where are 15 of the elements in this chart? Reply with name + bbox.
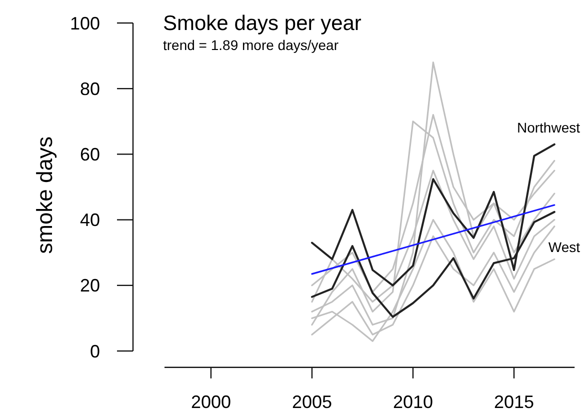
y-tick-label: 80 bbox=[80, 78, 100, 99]
y-tick-label: 0 bbox=[90, 341, 100, 362]
series-label: Northwest bbox=[516, 119, 580, 136]
x-tick-label: 2010 bbox=[392, 392, 434, 412]
y-tick-label: 40 bbox=[80, 210, 100, 230]
y-tick-label: 100 bbox=[70, 13, 100, 34]
x-tick-label: 2005 bbox=[292, 392, 332, 412]
chart-title: Smoke days per year bbox=[163, 12, 362, 35]
y-tick-label: 20 bbox=[80, 276, 100, 296]
y-axis-title: smoke days bbox=[32, 136, 57, 254]
series-label: West bbox=[548, 238, 580, 255]
x-tick-label: 2015 bbox=[494, 392, 534, 412]
text: trend = 1.89 more days/year bbox=[163, 37, 339, 53]
x-tick-label: 2000 bbox=[190, 392, 231, 412]
y-tick-label: 60 bbox=[80, 144, 100, 164]
